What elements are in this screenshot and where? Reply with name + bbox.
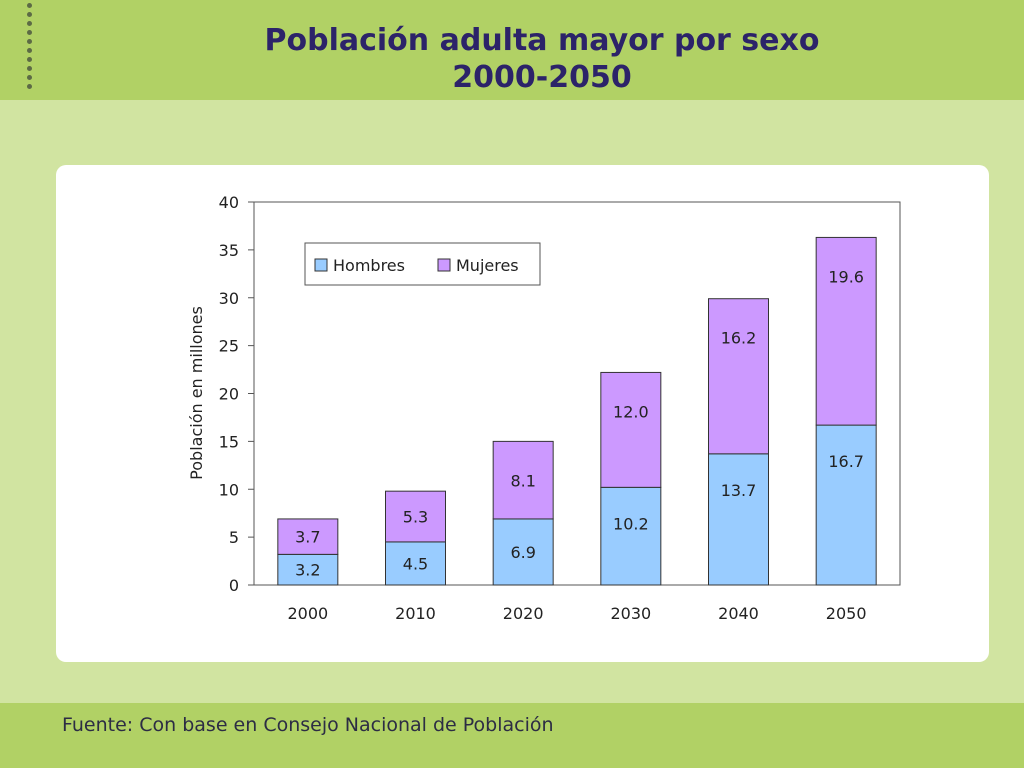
bar-mujeres [385, 490, 446, 543]
y-tick-label: 10 [219, 480, 239, 499]
bar-mujeres [600, 371, 662, 488]
data-label-hombres: 10.2 [613, 514, 649, 533]
y-tick-label: 5 [229, 528, 239, 547]
data-label-mujeres: 8.1 [510, 471, 535, 490]
decorative-dot [27, 3, 32, 8]
source-note: Fuente: Con base en Consejo Nacional de … [62, 714, 554, 736]
decorative-dot [27, 12, 32, 17]
footer-band [0, 703, 1024, 768]
data-label-mujeres: 5.3 [403, 508, 428, 527]
data-label-hombres: 13.7 [721, 481, 757, 500]
x-tick-label: 2000 [287, 604, 328, 623]
x-tick-label: 2020 [503, 604, 544, 623]
y-tick-label: 20 [219, 385, 239, 404]
legend [304, 242, 541, 286]
x-tick-label: 2010 [395, 604, 436, 623]
title-band [0, 0, 1024, 100]
decorative-dots [24, 0, 36, 95]
bar-mujeres [708, 298, 769, 455]
decorative-dot [27, 48, 32, 53]
bar-mujeres [815, 236, 877, 426]
y-tick-label: 40 [219, 193, 239, 212]
decorative-dot [27, 84, 32, 89]
decorative-dot [27, 57, 32, 62]
x-tick-label: 2050 [826, 604, 867, 623]
data-label-hombres: 16.7 [828, 452, 864, 471]
bar-hombres [385, 541, 446, 586]
bar-hombres [277, 553, 339, 586]
y-tick-label: 15 [219, 432, 239, 451]
data-label-mujeres: 16.2 [721, 329, 757, 348]
data-label-mujeres: 12.0 [613, 402, 649, 421]
bar-mujeres [492, 440, 554, 520]
bar-hombres [600, 486, 662, 586]
bar-hombres [815, 424, 877, 586]
data-label-hombres: 3.2 [295, 561, 320, 580]
slide-title-line-2: 2000-2050 [452, 60, 632, 95]
x-tick-label: 2040 [718, 604, 759, 623]
x-tick-label: 2030 [610, 604, 651, 623]
decorative-dot [27, 39, 32, 44]
data-label-hombres: 4.5 [403, 554, 428, 573]
bar-mujeres [277, 518, 339, 555]
decorative-dot [27, 66, 32, 71]
legend-label-hombres: Hombres [333, 256, 405, 275]
legend-swatch-mujeres [437, 258, 451, 272]
data-label-mujeres: 19.6 [828, 267, 864, 286]
y-tick-label: 35 [219, 241, 239, 260]
data-label-hombres: 6.9 [510, 543, 535, 562]
data-label-mujeres: 3.7 [295, 528, 320, 547]
y-tick-label: 0 [229, 576, 239, 595]
y-tick-label: 25 [219, 337, 239, 356]
decorative-dot [27, 75, 32, 80]
bar-hombres [492, 518, 554, 586]
y-axis-title: Población en millones [187, 306, 206, 480]
legend-label-mujeres: Mujeres [456, 256, 519, 275]
y-tick-label: 30 [219, 289, 239, 308]
slide-title-line-1: Población adulta mayor por sexo [264, 23, 820, 58]
bar-hombres [708, 453, 769, 586]
decorative-dot [27, 21, 32, 26]
decorative-dot [27, 30, 32, 35]
legend-swatch-hombres [314, 258, 328, 272]
slide-title: Población adulta mayor por sexo 2000-205… [0, 22, 1024, 96]
